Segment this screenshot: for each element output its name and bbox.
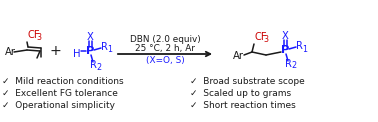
- Text: 2: 2: [291, 61, 297, 71]
- Text: CF: CF: [255, 32, 267, 42]
- Text: X: X: [282, 31, 288, 41]
- Text: DBN (2.0 equiv): DBN (2.0 equiv): [130, 35, 200, 44]
- Text: ✓  Broad substrate scope: ✓ Broad substrate scope: [190, 77, 305, 86]
- Text: X: X: [87, 32, 93, 42]
- Text: R: R: [90, 60, 96, 70]
- Text: (X=O, S): (X=O, S): [146, 56, 184, 65]
- Text: ✓  Short reaction times: ✓ Short reaction times: [190, 102, 296, 111]
- Text: 3: 3: [37, 32, 42, 41]
- Text: P: P: [281, 45, 289, 55]
- Text: CF: CF: [28, 30, 40, 40]
- Text: R: R: [101, 42, 107, 52]
- Text: ✓  Mild reaction conditions: ✓ Mild reaction conditions: [2, 77, 124, 86]
- Text: 3: 3: [263, 35, 268, 44]
- Text: ✓  Operational simplicity: ✓ Operational simplicity: [2, 102, 115, 111]
- Text: 1: 1: [302, 45, 307, 54]
- Text: 2: 2: [96, 62, 102, 71]
- Text: 25 °C, 2 h, Ar: 25 °C, 2 h, Ar: [135, 44, 195, 52]
- Text: P: P: [86, 46, 94, 56]
- Text: +: +: [49, 44, 61, 58]
- Text: Ar: Ar: [232, 51, 243, 61]
- Text: 1: 1: [107, 45, 113, 54]
- Text: Ar: Ar: [5, 47, 15, 57]
- Text: R: R: [285, 59, 291, 69]
- Text: ✓  Excellent FG tolerance: ✓ Excellent FG tolerance: [2, 90, 118, 98]
- Text: H: H: [73, 49, 81, 59]
- Text: R: R: [296, 41, 302, 51]
- Text: ✓  Scaled up to grams: ✓ Scaled up to grams: [190, 90, 291, 98]
